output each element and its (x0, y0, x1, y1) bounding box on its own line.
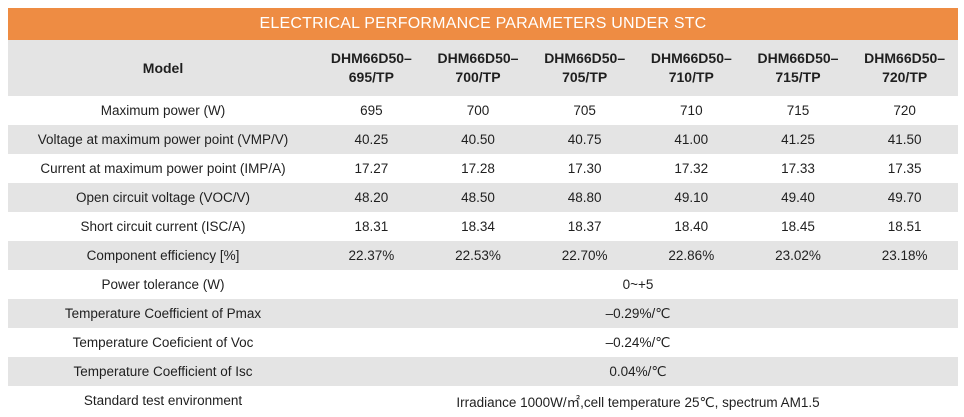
model-line2: 700/TP (455, 69, 501, 85)
spec-sheet: ELECTRICAL PERFORMANCE PARAMETERS UNDER … (8, 8, 958, 415)
row-value: 41.25 (744, 125, 852, 154)
table-row: Current at maximum power point (IMP/A) 17… (8, 154, 958, 183)
row-value: 720 (893, 103, 916, 118)
row-value: 40.50 (424, 125, 532, 154)
model-line2: 720/TP (882, 69, 928, 85)
model-header: DHM66D50– 715/TP (744, 40, 852, 96)
model-line1: DHM66D50– (650, 50, 732, 66)
row-label: Temperature Coefficient of Isc (8, 357, 319, 386)
row-value: 17.33 (781, 161, 815, 176)
model-header: DHM66D50– 720/TP (851, 40, 958, 96)
row-value: 695 (360, 103, 383, 118)
row-value: 41.50 (851, 125, 958, 154)
parameters-table: Model DHM66D50– 695/TP DHM66D50– 700/TP DH… (8, 40, 958, 415)
row-label: Temperature Coeficient of Voc (72, 335, 254, 350)
row-value: 48.50 (424, 183, 532, 212)
table-row: Power tolerance (W) 0~+5 (8, 270, 958, 299)
row-label: Open circuit voltage (VOC/V) (8, 183, 319, 212)
row-value: 23.18% (851, 241, 958, 270)
row-value: 18.45 (781, 219, 815, 234)
model-header: DHM66D50– 700/TP (424, 40, 532, 96)
model-line1: DHM66D50– (330, 50, 412, 66)
table-row: Temperature Coeficient of Voc –0.24%/℃ (8, 328, 958, 357)
table-row: Short circuit current (ISC/A) 18.31 18.34 1… (8, 212, 958, 241)
row-value: 40.25 (318, 125, 425, 154)
row-value: 17.32 (674, 161, 709, 176)
row-value: 17.27 (354, 161, 389, 176)
model-line1: DHM66D50– (437, 50, 519, 66)
table-title: ELECTRICAL PERFORMANCE PARAMETERS UNDER … (8, 8, 958, 40)
table-row: Open circuit voltage (VOC/V) 48.20 48.50 48… (8, 183, 958, 212)
row-value: 18.40 (674, 219, 709, 234)
row-value: 22.70% (531, 241, 638, 270)
row-value: 49.40 (744, 183, 852, 212)
row-value: 700 (466, 103, 490, 118)
row-label: Maximum power (W) (100, 103, 226, 118)
row-label: Standard test environment (83, 393, 243, 408)
model-line2: 715/TP (775, 69, 821, 85)
row-label: Temperature Coefficient of Pmax (8, 299, 319, 328)
table-row: Standard test environment Irradiance 1000… (8, 386, 958, 415)
row-value: 49.70 (851, 183, 958, 212)
row-value: 17.28 (461, 161, 495, 176)
table-row: Temperature Coefficient of Pmax –0.29%/℃ (8, 299, 958, 328)
row-value: 715 (786, 103, 810, 118)
row-label: Power tolerance (W) (101, 277, 225, 292)
table-row: Component efficiency [%] 22.37% 22.53% 22.7… (8, 241, 958, 270)
row-value: 41.00 (637, 125, 745, 154)
table-row: Maximum power (W) 695 700 705 710 715 720 (8, 96, 958, 125)
span-value: Irradiance 1000W/㎡,cell temperature 25℃,… (456, 394, 820, 410)
row-value: 48.20 (318, 183, 425, 212)
row-value: 18.31 (354, 219, 389, 234)
row-value: 49.10 (637, 183, 745, 212)
model-header: DHM66D50– 695/TP (318, 40, 425, 96)
row-value: 710 (680, 103, 703, 118)
model-line2: 695/TP (348, 69, 394, 85)
model-header: DHM66D50– 710/TP (637, 40, 745, 96)
table-row: Voltage at maximum power point (VMP/V) 40… (8, 125, 958, 154)
span-value: –0.24%/℃ (605, 334, 671, 350)
row-value: 40.75 (531, 125, 638, 154)
row-value: 22.37% (318, 241, 425, 270)
row-value: 17.30 (567, 161, 602, 176)
model-label: Model (8, 40, 319, 96)
row-value: 22.53% (424, 241, 532, 270)
model-line1: DHM66D50– (864, 50, 946, 66)
model-line2: 705/TP (562, 69, 608, 85)
row-value: 705 (573, 103, 596, 118)
row-label: Current at maximum power point (IMP/A) (40, 161, 286, 176)
model-line2: 710/TP (668, 69, 714, 85)
model-line1: DHM66D50– (757, 50, 839, 66)
row-value: 18.37 (567, 219, 602, 234)
span-value: –0.29%/℃ (318, 299, 958, 328)
row-value: 17.35 (887, 161, 922, 176)
row-label: Short circuit current (ISC/A) (80, 219, 246, 234)
span-value: 0~+5 (622, 277, 654, 292)
span-value: 0.04%/℃ (318, 357, 958, 386)
row-value: 18.51 (887, 219, 922, 234)
table-row: Temperature Coefficient of Isc 0.04%/℃ (8, 357, 958, 386)
row-value: 18.34 (461, 219, 495, 234)
row-label: Component efficiency [%] (8, 241, 319, 270)
header-row: Model DHM66D50– 695/TP DHM66D50– 700/TP DH… (8, 40, 958, 96)
model-line1: DHM66D50– (544, 50, 626, 66)
row-label: Voltage at maximum power point (VMP/V) (8, 125, 319, 154)
model-header: DHM66D50– 705/TP (531, 40, 638, 96)
row-value: 48.80 (531, 183, 638, 212)
row-value: 23.02% (744, 241, 852, 270)
row-value: 22.86% (637, 241, 745, 270)
